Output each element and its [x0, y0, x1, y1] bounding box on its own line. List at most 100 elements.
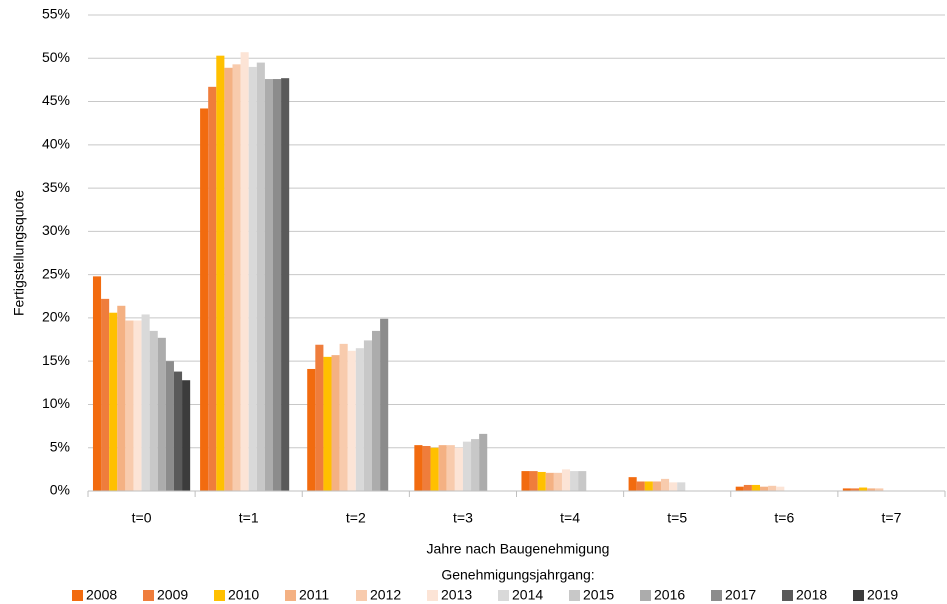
legend-swatch [853, 590, 864, 601]
bar [224, 67, 233, 491]
legend-swatch [640, 590, 651, 601]
bar [281, 78, 290, 491]
bar [414, 445, 423, 491]
bar [636, 481, 645, 491]
legend-swatch [356, 590, 367, 601]
bar [430, 447, 439, 491]
x-tick-label: t=1 [239, 510, 259, 526]
legend-swatch [214, 590, 225, 601]
bar [628, 477, 637, 491]
y-tick-label: 10% [42, 395, 70, 411]
bar [264, 79, 273, 491]
bar [850, 488, 860, 491]
y-tick-label: 5% [50, 438, 70, 454]
bar [776, 486, 785, 491]
bar [149, 330, 158, 491]
bar [537, 471, 546, 491]
legend-swatch [72, 590, 83, 601]
legend-swatch [782, 590, 793, 601]
legend-swatch [427, 590, 438, 601]
bar [182, 380, 191, 491]
legend-label: 2014 [512, 587, 543, 603]
legend-swatch [711, 590, 722, 601]
bar [760, 486, 769, 491]
bar [446, 445, 455, 491]
y-tick-label: 40% [42, 136, 70, 152]
y-tick-label: 15% [42, 352, 70, 368]
bar [315, 344, 324, 491]
bar [768, 485, 777, 491]
x-axis-label: Jahre nach Baugenehmigung [427, 541, 610, 557]
bar [109, 312, 118, 491]
bar [208, 86, 217, 491]
bar [272, 79, 282, 491]
bar [380, 318, 389, 491]
legend-label: 2018 [796, 587, 827, 603]
y-axis-label: Fertigstellungsquote [11, 190, 27, 316]
legend-swatch [285, 590, 296, 601]
bar [422, 445, 431, 491]
x-tick-label: t=2 [346, 510, 366, 526]
bar [200, 108, 209, 492]
bar [232, 64, 241, 492]
bar [165, 361, 174, 491]
bar [545, 472, 554, 491]
bar [355, 348, 364, 491]
x-tick-label: t=5 [667, 510, 687, 526]
y-tick-label: 50% [42, 49, 70, 65]
legend-label: 2019 [867, 587, 898, 603]
bar [859, 487, 868, 491]
bar [660, 478, 670, 491]
legend-label: 2008 [86, 587, 117, 603]
legend-label: 2012 [370, 587, 401, 603]
bar [216, 55, 225, 492]
bar [157, 337, 166, 491]
bar [570, 471, 579, 491]
legend-label: 2017 [725, 587, 756, 603]
bar [521, 471, 530, 491]
legend-label: 2011 [299, 587, 329, 603]
legend-label: 2016 [654, 587, 685, 603]
bar [173, 371, 183, 491]
bar [339, 343, 348, 491]
y-tick-label: 25% [42, 265, 70, 281]
bar [669, 482, 678, 491]
bar [644, 481, 653, 491]
bar [743, 484, 752, 491]
bar [256, 62, 265, 491]
legend-swatch [498, 590, 509, 601]
bar [553, 472, 562, 491]
bar [438, 445, 447, 491]
y-tick-label: 45% [42, 92, 70, 108]
bar [331, 355, 340, 491]
legend-title: Genehmigungsjahrgang: [441, 567, 594, 583]
bar [578, 471, 587, 491]
bar [363, 340, 373, 491]
legend-swatch [569, 590, 580, 601]
bar [529, 471, 538, 491]
bar [471, 439, 480, 491]
bar [101, 298, 110, 491]
y-tick-label: 20% [42, 309, 70, 325]
y-tick-label: 35% [42, 179, 70, 195]
bar [454, 447, 463, 491]
bar [479, 433, 488, 491]
bar [372, 330, 381, 491]
legend-label: 2009 [157, 587, 188, 603]
bar [125, 320, 134, 491]
bar [652, 481, 661, 491]
y-tick-label: 0% [50, 482, 70, 498]
x-tick-label: t=6 [774, 510, 794, 526]
bar [677, 482, 686, 491]
bar [117, 305, 126, 491]
bar [462, 441, 472, 491]
y-tick-label: 55% [42, 6, 70, 22]
bar [561, 469, 571, 491]
bar [875, 488, 884, 491]
legend-label: 2013 [441, 587, 472, 603]
bar [133, 320, 142, 491]
bar [323, 356, 332, 491]
legend-label: 2010 [228, 587, 259, 603]
